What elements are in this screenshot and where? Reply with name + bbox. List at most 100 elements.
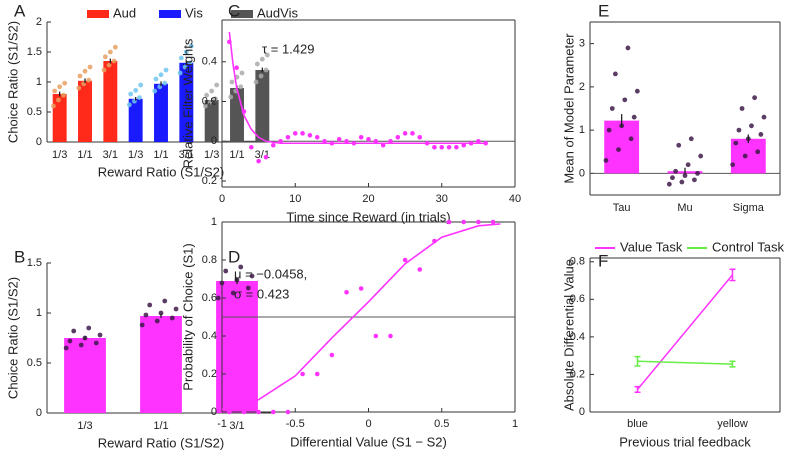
data-point — [67, 338, 73, 344]
data-point — [461, 142, 467, 148]
x-tick-label: 1 — [512, 418, 518, 430]
x-tick-label: 0 — [365, 418, 371, 430]
y-tick-label: 0.8 — [570, 256, 585, 268]
y-tick-label: 0.2 — [202, 368, 217, 380]
x-tick-label: -0.5 — [286, 418, 305, 430]
data-point — [270, 142, 276, 148]
data-point — [61, 92, 66, 98]
x-tick-label: 1/3 — [52, 149, 67, 161]
y-tick-label: 1.5 — [27, 46, 42, 58]
bar — [140, 316, 182, 413]
bar — [179, 62, 194, 142]
data-point — [249, 144, 254, 150]
fit-curve — [228, 31, 486, 145]
data-point — [50, 103, 56, 109]
data-point — [344, 138, 349, 144]
data-point — [57, 84, 63, 90]
data-point — [468, 140, 474, 146]
data-point — [446, 144, 452, 150]
data-point — [358, 134, 364, 140]
data-point — [106, 62, 112, 68]
data-point — [351, 140, 357, 146]
y-tick-label: 0 — [36, 136, 42, 148]
data-point — [234, 65, 239, 71]
data-point — [152, 88, 158, 94]
data-point — [631, 114, 637, 120]
data-point — [143, 312, 149, 318]
data-point — [187, 60, 193, 66]
data-point — [380, 142, 386, 148]
data-point — [111, 58, 117, 64]
data-point — [417, 134, 423, 140]
data-point — [314, 371, 320, 377]
data-point — [749, 123, 754, 129]
data-point — [93, 340, 99, 346]
data-point — [259, 56, 265, 62]
data-point — [490, 219, 496, 225]
x-tick-label: yellow — [717, 418, 748, 430]
data-point — [245, 285, 251, 291]
data-point — [329, 352, 335, 358]
panel-label: D — [228, 247, 240, 266]
data-point — [215, 295, 221, 301]
bar — [128, 98, 143, 142]
data-point — [249, 273, 255, 279]
data-point — [63, 345, 69, 351]
data-point — [239, 70, 245, 76]
data-point — [761, 114, 767, 120]
legend-label: AudVis — [257, 5, 298, 20]
data-point — [264, 52, 270, 58]
data-point — [300, 371, 305, 377]
data-point — [733, 140, 739, 146]
bar — [154, 83, 168, 142]
panel-label: C — [228, 1, 240, 20]
data-point — [230, 290, 236, 296]
data-point — [685, 162, 691, 168]
data-point — [178, 55, 184, 61]
data-point — [432, 144, 437, 150]
data-point — [285, 134, 291, 140]
data-point — [204, 92, 210, 98]
data-point — [730, 162, 736, 168]
bar — [255, 70, 270, 142]
data-point — [177, 70, 183, 76]
x-tick-label: Mu — [677, 202, 692, 214]
data-point — [76, 85, 82, 91]
data-point — [666, 181, 672, 187]
data-point — [102, 54, 108, 60]
x-tick-label: 30 — [436, 193, 448, 205]
data-point — [238, 264, 244, 270]
data-point — [698, 153, 704, 159]
data-point — [112, 44, 118, 50]
data-point — [616, 147, 621, 152]
data-point — [682, 173, 688, 178]
y-tick-label: 0 — [211, 406, 217, 418]
data-point — [736, 127, 742, 133]
data-point — [158, 310, 164, 316]
data-point — [688, 136, 694, 142]
data-point — [241, 409, 247, 415]
x-tick-label: 20 — [362, 193, 374, 205]
y-tick-label: 1 — [211, 216, 217, 228]
data-point — [62, 80, 68, 86]
data-point — [263, 154, 269, 160]
data-point — [424, 140, 430, 146]
bar — [52, 94, 67, 142]
x-tick-label: -1 — [217, 418, 227, 430]
data-point — [344, 290, 349, 295]
panel-label: B — [14, 247, 25, 266]
data-point — [227, 409, 232, 415]
bar — [216, 281, 258, 413]
y-tick-label: 0.2 — [202, 175, 217, 187]
data-point — [336, 136, 342, 142]
data-point — [476, 138, 481, 144]
data-point — [128, 91, 134, 97]
data-point — [417, 267, 423, 272]
data-point — [138, 82, 144, 88]
x-tick-label: 3/1 — [103, 149, 118, 161]
data-point — [213, 96, 218, 102]
y-tick-label: 2 — [579, 81, 585, 93]
data-point — [227, 39, 232, 45]
x-tick-label: 40 — [509, 193, 521, 205]
data-point — [755, 149, 761, 155]
